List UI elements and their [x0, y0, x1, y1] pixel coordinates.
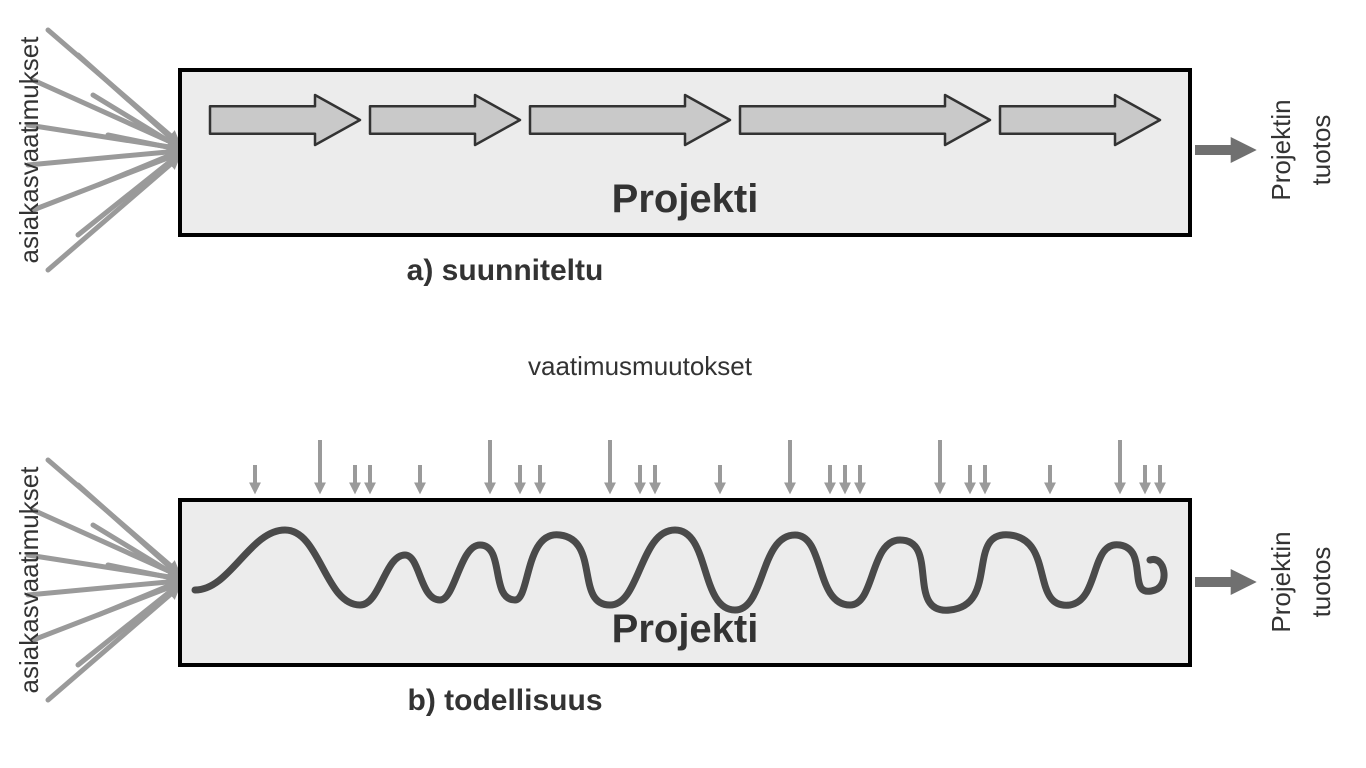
right-label-a-2: tuotos: [1306, 115, 1336, 186]
left-label-a: asiakasvaatimukset: [14, 36, 44, 264]
caption-a: a) suunniteltu: [407, 254, 604, 287]
right-label-b-2: tuotos: [1306, 547, 1336, 618]
left-label-b: asiakasvaatimukset: [14, 466, 44, 694]
input-requirement-arrow: [48, 590, 176, 700]
caption-b: b) todellisuus: [408, 684, 603, 717]
input-requirement-arrow: [48, 160, 176, 270]
changes-label: vaatimusmuutokset: [528, 351, 753, 381]
right-label-a-1: Projektin: [1266, 99, 1296, 200]
box-title-a: Projekti: [612, 177, 759, 221]
right-label-b-1: Projektin: [1266, 531, 1296, 632]
input-requirement-arrow: [78, 157, 176, 235]
input-requirement-arrow: [78, 55, 176, 142]
diagram-canvas: Projektia) suunniteltuasiakasvaatimukset…: [0, 0, 1366, 768]
input-requirement-arrow: [78, 587, 176, 665]
input-requirement-arrow: [78, 485, 176, 572]
box-title-b: Projekti: [612, 607, 759, 651]
